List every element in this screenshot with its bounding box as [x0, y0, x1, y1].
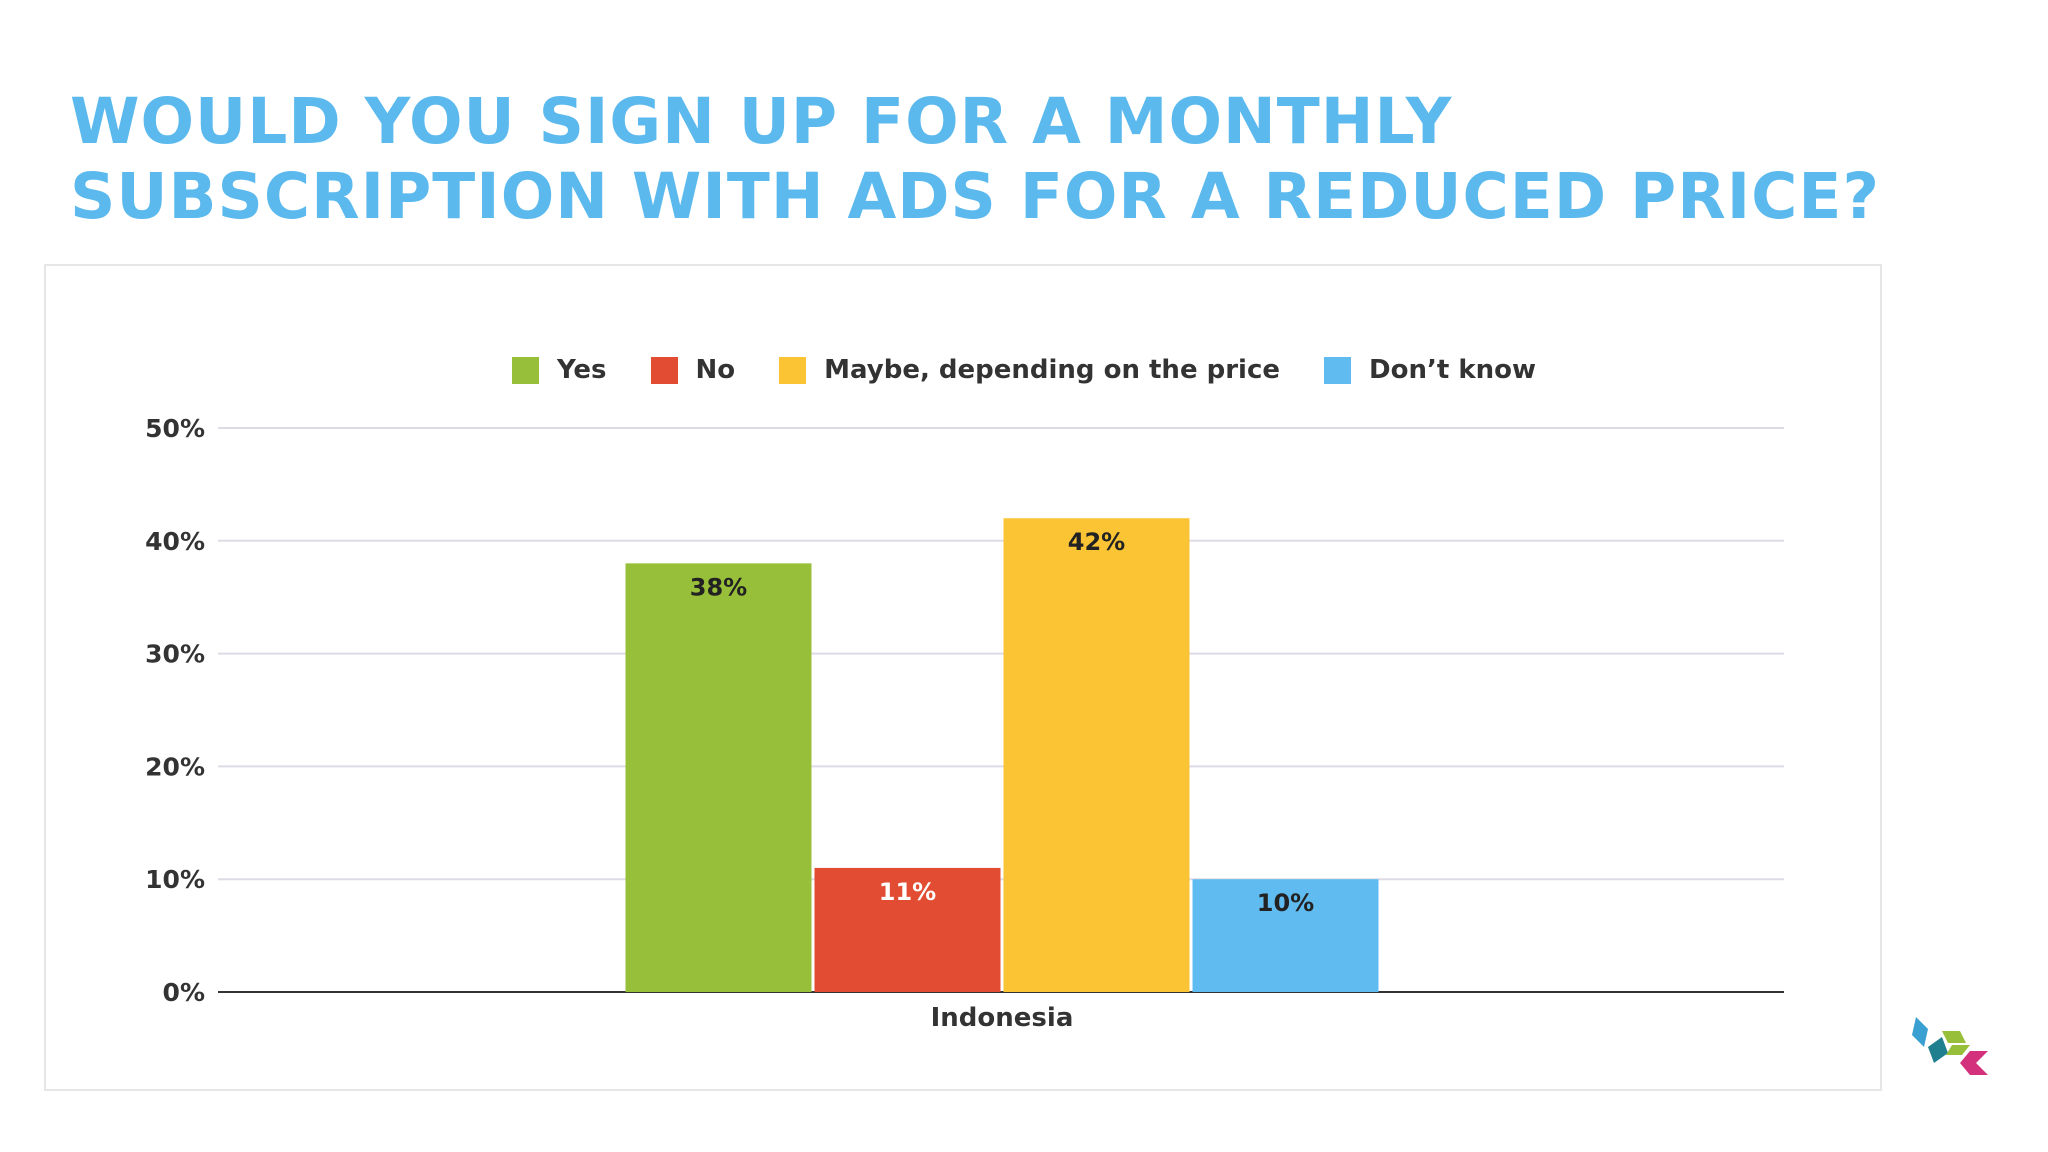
legend-label: Maybe, depending on the price [824, 355, 1281, 385]
legend-label: Don’t know [1369, 355, 1537, 385]
bar [625, 563, 812, 992]
bar [1003, 518, 1190, 992]
y-tick-label: 30% [145, 640, 205, 669]
x-category-label: Indonesia [931, 1003, 1074, 1033]
bar [814, 867, 1001, 992]
legend-item: Maybe, depending on the price [779, 355, 1280, 385]
brand-logo-icon [1912, 1017, 1988, 1075]
y-tick-label: 50% [145, 414, 205, 443]
bar-data-label: 10% [1257, 889, 1314, 917]
y-tick-label: 10% [145, 865, 205, 894]
legend-swatch [650, 356, 678, 384]
legend-label: No [695, 355, 736, 385]
slide-title-line-1: WOULD YOU SIGN UP FOR A MONTHLY [70, 85, 1453, 158]
legend-swatch [1324, 356, 1352, 384]
legend-label: Yes [556, 355, 607, 385]
legend-item: Don’t know [1324, 355, 1536, 385]
legend-item: No [650, 355, 736, 385]
bar [1192, 879, 1379, 992]
chart-legend: Yes No Maybe, depending on the price Don’t … [0, 355, 2048, 385]
y-tick-label: 20% [145, 752, 205, 781]
bar-data-label: 42% [1068, 528, 1125, 556]
bar-data-label: 11% [879, 878, 936, 906]
legend-swatch [779, 356, 807, 384]
slide-title-line-2: SUBSCRIPTION WITH ADS FOR A REDUCED PRIC… [70, 160, 1880, 233]
slide-title: WOULD YOU SIGN UP FOR A MONTHLY SUBSCRIP… [70, 84, 1970, 234]
legend-item: Yes [511, 355, 607, 385]
y-tick-label: 0% [163, 978, 205, 1007]
bar-data-label: 38% [690, 573, 747, 601]
legend-swatch [511, 356, 539, 384]
y-tick-label: 40% [145, 527, 205, 556]
